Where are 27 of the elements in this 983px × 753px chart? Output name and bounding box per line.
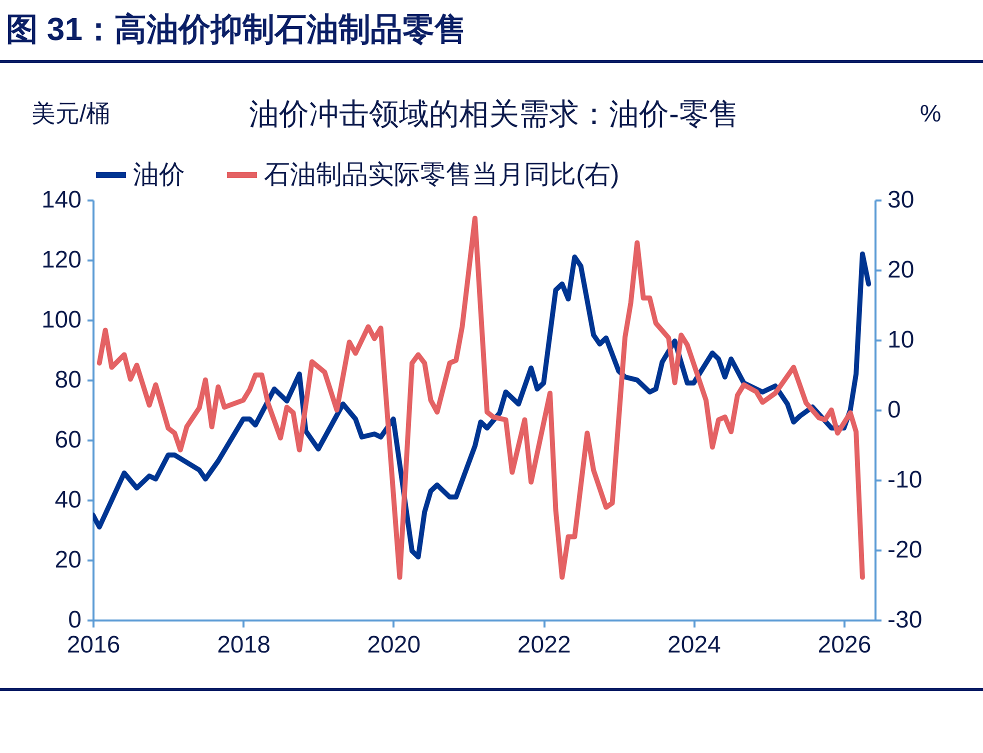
y-tick-label: 0 — [68, 606, 82, 634]
y2-tick-label: 0 — [888, 396, 901, 424]
x-tick-label: 2018 — [217, 632, 270, 658]
y-tick-label: 120 — [41, 246, 82, 274]
chart-title: 图 31：高油价抑制石油制品零售 — [6, 10, 466, 49]
y2-tick-label: 20 — [888, 256, 914, 284]
y2-tick-label: 10 — [888, 326, 914, 354]
y2-tick-label: -30 — [888, 606, 922, 634]
y2-tick-label: -10 — [888, 466, 922, 494]
x-tick-label: 2026 — [818, 632, 872, 658]
y-tick-label: 100 — [41, 306, 82, 334]
x-tick-label: 2024 — [667, 632, 721, 658]
x-tick-label: 2020 — [367, 632, 421, 658]
y-axis-title: 美元/桶 — [32, 100, 110, 128]
y-tick-label: 140 — [41, 186, 82, 214]
x-tick-label: 2022 — [517, 632, 571, 658]
y2-axis-title: % — [920, 100, 942, 128]
y-tick-label: 60 — [54, 426, 82, 454]
y-tick-label: 20 — [54, 546, 82, 574]
legend-label: 石油制品实际零售当月同比(右) — [264, 159, 620, 189]
x-tick-label: 2016 — [66, 632, 120, 658]
y-tick-label: 40 — [54, 486, 82, 514]
legend-label: 油价 — [133, 159, 185, 189]
y-tick-label: 80 — [54, 366, 82, 394]
y2-tick-label: 30 — [888, 186, 914, 214]
y2-tick-label: -20 — [888, 536, 922, 564]
chart-subtitle: 油价冲击领域的相关需求：油价-零售 — [249, 98, 739, 131]
